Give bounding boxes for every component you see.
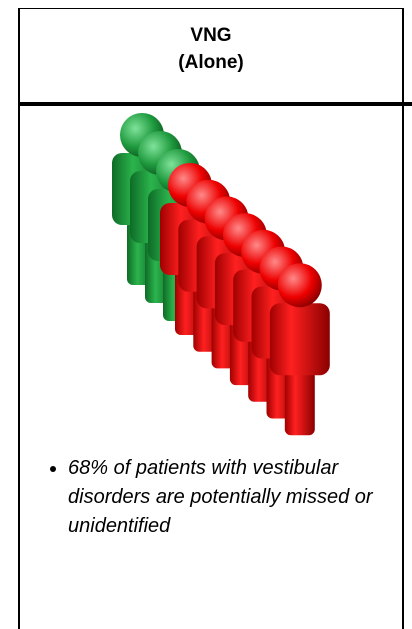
- figure-legs: [285, 370, 315, 435]
- figures: [112, 113, 330, 435]
- figure-torso: [270, 303, 330, 375]
- figure-head: [278, 263, 322, 307]
- bullet-item: 68% of patients with vestibular disorder…: [68, 454, 388, 541]
- bullet-list: 68% of patients with vestibular disorder…: [48, 454, 388, 541]
- page: {"header": {"title": ["VNG", "(Alone)"]}…: [0, 0, 412, 629]
